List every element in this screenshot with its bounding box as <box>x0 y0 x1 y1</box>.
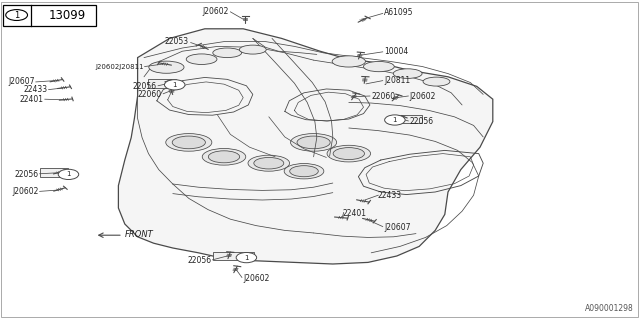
Text: J20811: J20811 <box>384 76 410 84</box>
Ellipse shape <box>186 54 217 65</box>
Text: J20607: J20607 <box>384 223 410 232</box>
Text: 22053: 22053 <box>164 37 189 46</box>
Text: FRONT: FRONT <box>125 230 154 239</box>
Ellipse shape <box>172 136 205 149</box>
Text: 22433: 22433 <box>378 191 402 200</box>
Text: 1: 1 <box>172 82 177 88</box>
Text: 10004: 10004 <box>384 47 408 56</box>
Text: 22056: 22056 <box>14 170 38 179</box>
Text: 22401: 22401 <box>20 95 44 104</box>
Text: 1: 1 <box>392 117 397 123</box>
Text: A61095: A61095 <box>384 8 413 17</box>
Text: 22056: 22056 <box>410 117 434 126</box>
Ellipse shape <box>248 155 290 171</box>
Ellipse shape <box>284 164 324 179</box>
FancyBboxPatch shape <box>3 5 96 26</box>
Ellipse shape <box>254 157 284 169</box>
Circle shape <box>385 115 405 125</box>
Text: J20602: J20602 <box>203 7 229 16</box>
FancyBboxPatch shape <box>148 79 176 88</box>
FancyBboxPatch shape <box>40 168 68 177</box>
Text: J20602: J20602 <box>12 188 38 196</box>
Text: 22056: 22056 <box>187 256 211 265</box>
Text: 1: 1 <box>14 11 19 20</box>
Circle shape <box>6 10 28 20</box>
Text: J20602J20811: J20602J20811 <box>95 64 144 70</box>
Polygon shape <box>118 29 493 264</box>
Ellipse shape <box>149 61 184 73</box>
Circle shape <box>58 169 79 180</box>
Ellipse shape <box>290 166 318 177</box>
Circle shape <box>236 252 257 263</box>
Ellipse shape <box>209 151 239 163</box>
Text: 22060: 22060 <box>371 92 396 100</box>
Circle shape <box>164 80 185 90</box>
Ellipse shape <box>202 148 246 165</box>
Ellipse shape <box>423 77 450 86</box>
Text: 1: 1 <box>66 172 71 177</box>
Ellipse shape <box>166 134 212 151</box>
Text: J20602: J20602 <box>243 274 269 283</box>
Ellipse shape <box>364 61 394 72</box>
Ellipse shape <box>239 45 266 54</box>
Ellipse shape <box>297 136 330 149</box>
Text: 22060: 22060 <box>138 90 162 99</box>
Text: 1: 1 <box>244 255 249 260</box>
Ellipse shape <box>212 48 242 58</box>
Text: 22401: 22401 <box>342 209 367 218</box>
Ellipse shape <box>332 56 365 67</box>
Text: 22056: 22056 <box>132 82 157 91</box>
Ellipse shape <box>393 69 422 78</box>
FancyBboxPatch shape <box>213 252 254 260</box>
FancyBboxPatch shape <box>394 115 422 123</box>
Ellipse shape <box>327 145 371 162</box>
Text: A090001298: A090001298 <box>585 304 634 313</box>
Text: 22433: 22433 <box>24 85 48 94</box>
Text: J20602: J20602 <box>410 92 436 100</box>
Ellipse shape <box>291 134 337 151</box>
Text: 13099: 13099 <box>49 9 86 21</box>
Text: J20607: J20607 <box>9 77 35 86</box>
Ellipse shape <box>333 148 364 160</box>
